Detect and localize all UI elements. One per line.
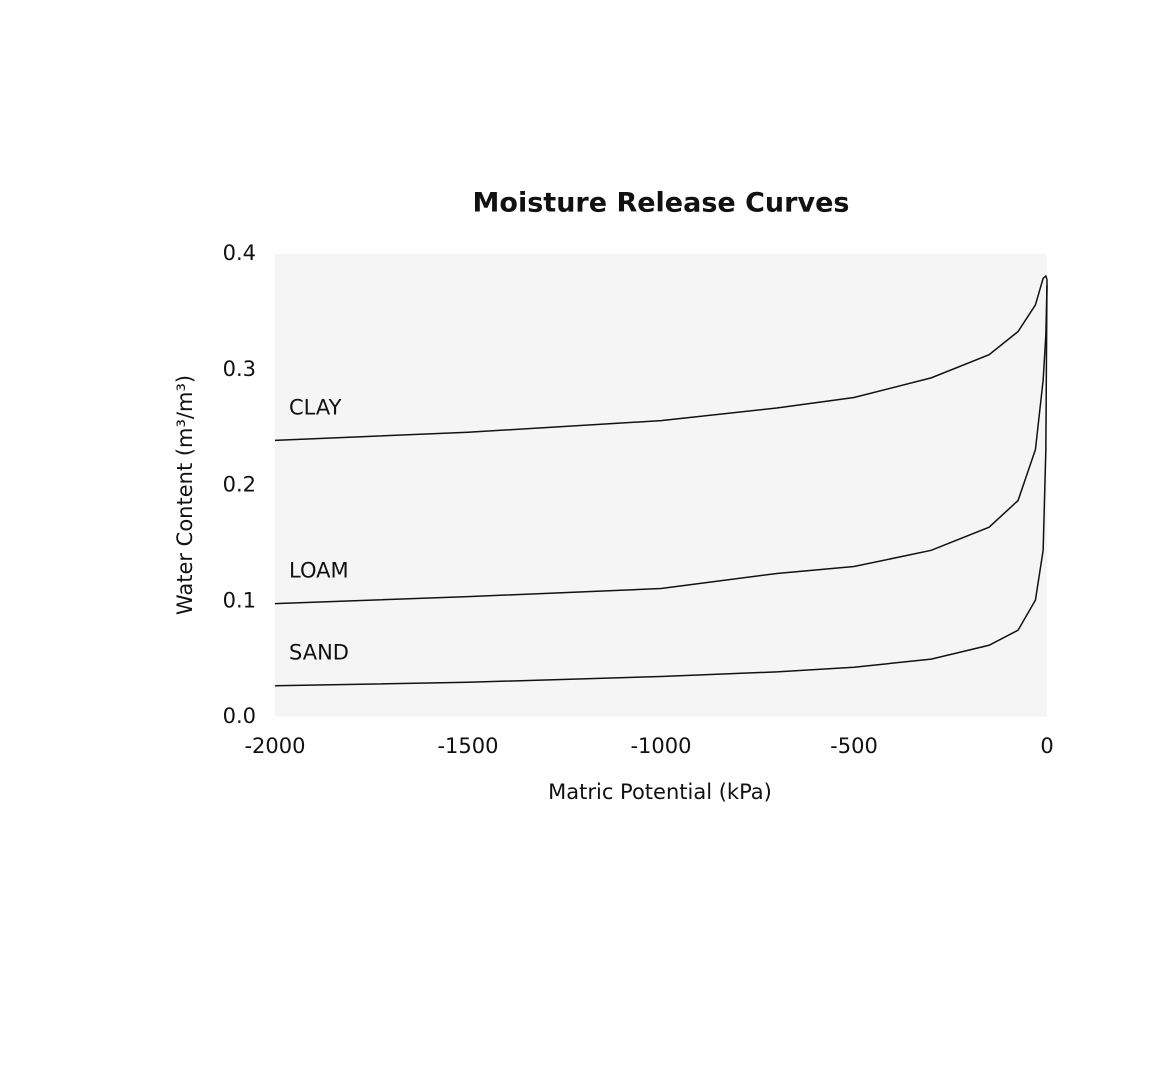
x-axis-label: Matric Potential (kPa) bbox=[548, 780, 772, 804]
line bbox=[274, 279, 1048, 687]
y-tick-label: 0.0 bbox=[223, 704, 256, 728]
series-label: LOAM bbox=[289, 559, 349, 583]
chart-title: Moisture Release Curves bbox=[473, 188, 850, 219]
x-tick-label: -1000 bbox=[630, 734, 691, 758]
plot-area bbox=[275, 254, 1047, 717]
y-axis-label: Water Content (m³/m³) bbox=[173, 375, 197, 615]
x-tick-label: 0 bbox=[1040, 734, 1053, 758]
series-label: CLAY bbox=[289, 395, 342, 419]
line bbox=[274, 274, 1048, 442]
x-tick-label: -500 bbox=[830, 734, 878, 758]
x-tick-label: -2000 bbox=[244, 734, 305, 758]
y-tick-label: 0.4 bbox=[223, 241, 256, 265]
series-label: SAND bbox=[289, 641, 349, 665]
y-tick-label: 0.3 bbox=[223, 357, 256, 381]
line bbox=[274, 285, 1048, 605]
x-tick-label: -1500 bbox=[437, 734, 498, 758]
y-tick-label: 0.1 bbox=[223, 588, 256, 612]
y-tick-label: 0.2 bbox=[223, 473, 256, 497]
